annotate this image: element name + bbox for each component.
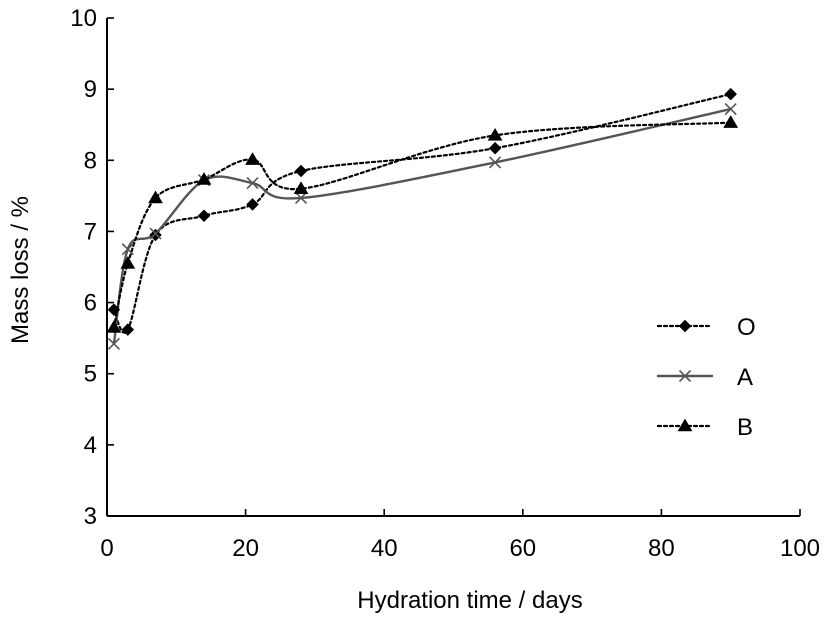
- series-b-point: [245, 152, 260, 165]
- series-a-point: [149, 227, 162, 240]
- series-o-point: [294, 164, 308, 178]
- series-b-point: [293, 181, 309, 194]
- series-o-point: [149, 228, 162, 242]
- series-o-point: [488, 141, 502, 155]
- legend-o-label: O: [737, 314, 756, 341]
- series-a-point: [121, 243, 134, 256]
- y-tick-label: 6: [84, 290, 97, 317]
- series-o-point: [724, 87, 738, 101]
- series-a-line: [112, 107, 732, 346]
- x-tick-label: 60: [509, 535, 536, 562]
- x-tick-label: 40: [371, 535, 398, 562]
- series-b-point: [723, 115, 739, 128]
- y-tick-label: 3: [84, 503, 97, 530]
- series-a-point: [724, 102, 737, 116]
- x-tick-label: 0: [100, 535, 113, 562]
- legend: OAB: [656, 314, 756, 441]
- series-o-point: [107, 303, 121, 317]
- legend-a-label: A: [737, 364, 753, 391]
- series-b-point: [106, 319, 122, 333]
- x-tick-label: 80: [648, 535, 675, 562]
- x-tick-label: 100: [780, 535, 820, 562]
- y-tick-label: 7: [84, 218, 97, 245]
- x-axis-label: Hydration time / days: [357, 587, 582, 614]
- y-tick-label: 9: [84, 76, 97, 103]
- legend-b-marker: [677, 418, 693, 432]
- axes: [106, 18, 800, 517]
- series-a-point: [107, 337, 120, 350]
- series-b-point: [120, 255, 136, 269]
- series-b-point: [196, 171, 212, 185]
- legend-b-label: B: [737, 414, 753, 441]
- series-o-point: [246, 198, 259, 211]
- data-points: [106, 87, 739, 350]
- y-tick-label: 4: [84, 432, 97, 459]
- y-tick-label: 10: [70, 5, 97, 32]
- y-tick-label: 5: [84, 361, 97, 388]
- series-a-point: [294, 191, 308, 205]
- y-axis-label: Mass loss / %: [7, 196, 34, 344]
- series-b-point: [487, 127, 503, 141]
- series-a-point: [246, 176, 259, 190]
- series-b-line: [112, 121, 732, 329]
- tick-marks: [106, 17, 801, 517]
- series-b-point: [148, 190, 163, 204]
- y-tick-label: 8: [84, 147, 97, 174]
- tick-labels: 0 20 40 60 80 100 3 4 5 6 7 8 9 10: [70, 5, 820, 562]
- series-o-point: [197, 209, 211, 223]
- legend-o-marker: [678, 319, 692, 333]
- series-o-point: [121, 323, 135, 336]
- x-tick-label: 20: [232, 535, 259, 562]
- legend-a-marker: [678, 369, 692, 383]
- series-a-point: [489, 156, 502, 169]
